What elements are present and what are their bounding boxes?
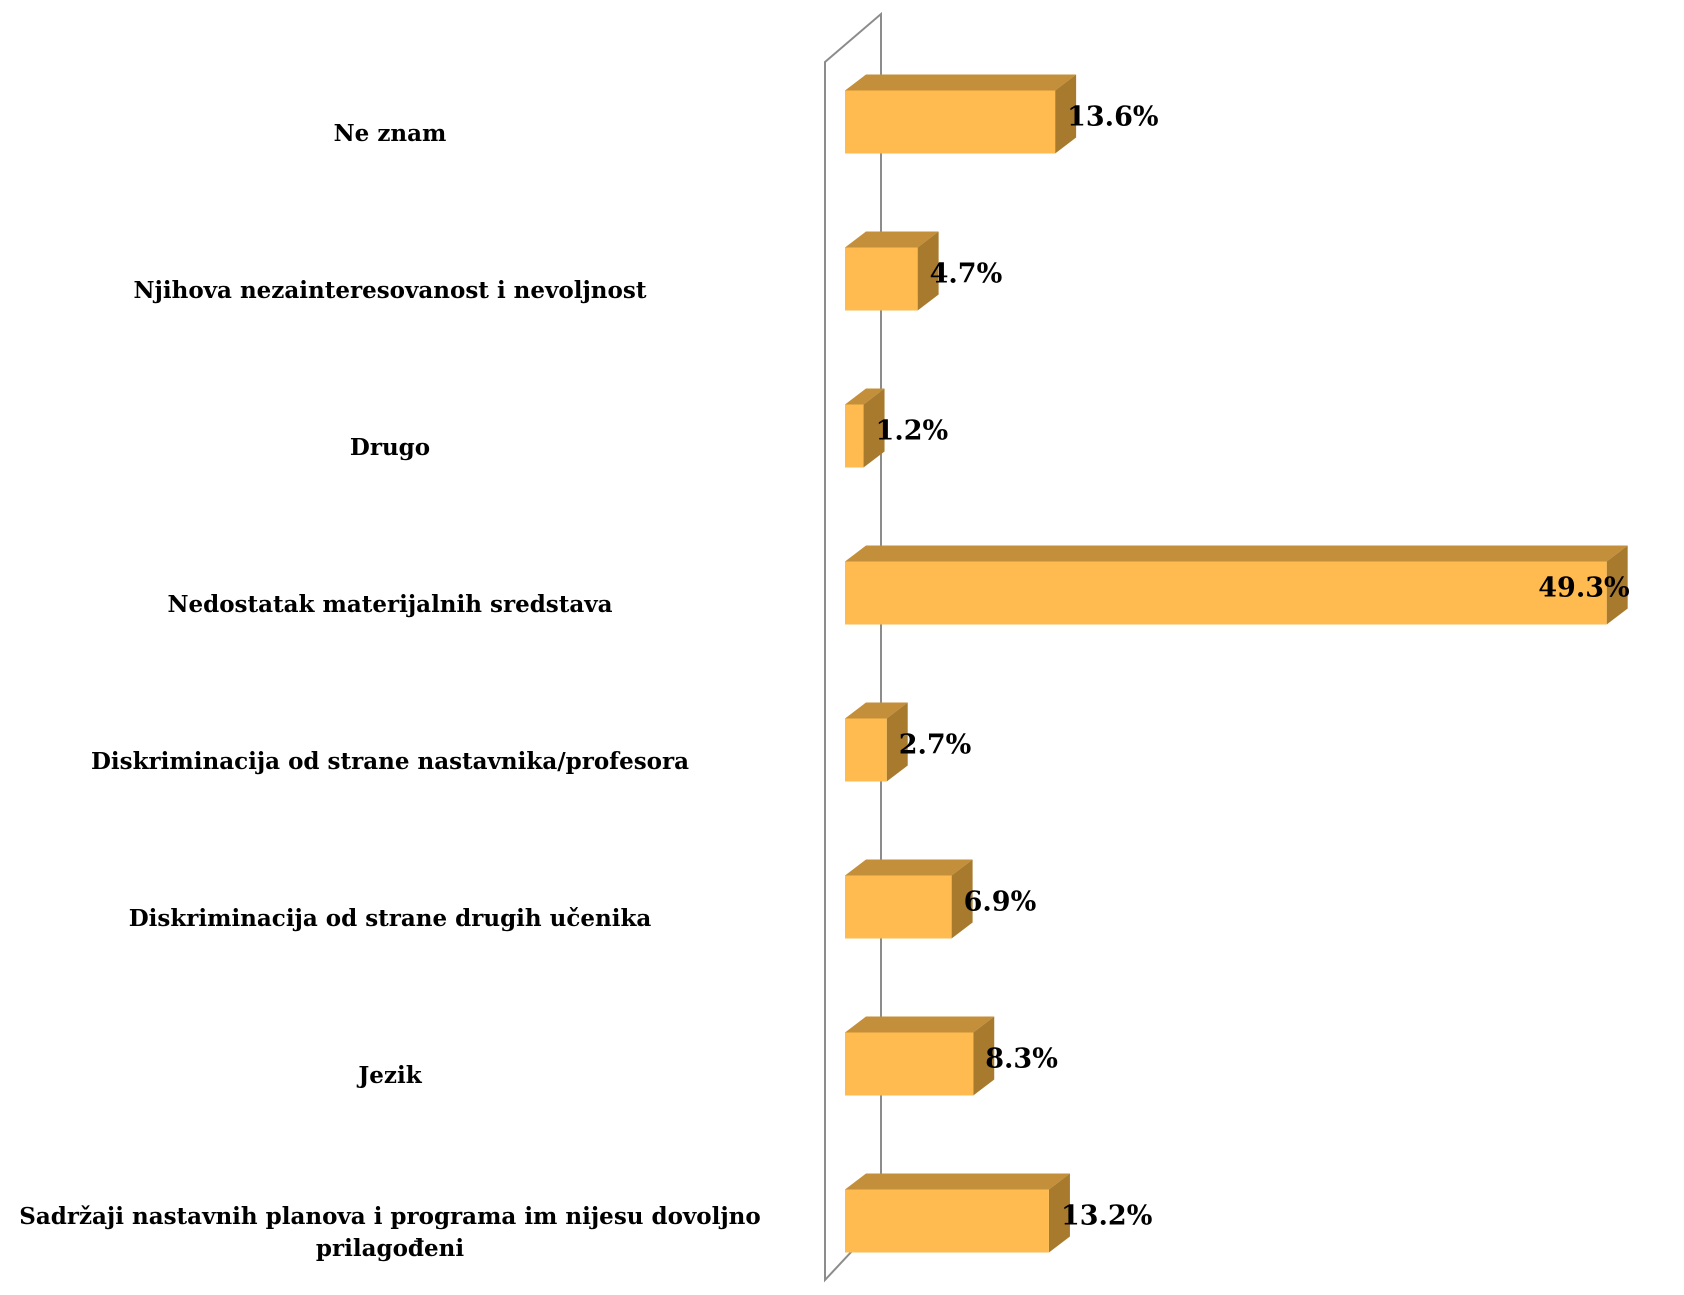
category-label: Jezik [358, 1062, 422, 1089]
bar [845, 74, 1077, 154]
category-label: Njihova nezainteresovanost i nevoljnost [133, 277, 647, 304]
bar [845, 702, 908, 782]
bar-top-face [845, 388, 885, 405]
bar-top-face [845, 1173, 1070, 1190]
bar-side-face [1048, 1173, 1070, 1253]
value-label: 8.3% [985, 1044, 1058, 1075]
value-labels: 13.6% 4.7% 1.2% 49.3% 2.7% 6.9% 8.3% 13.2% [876, 102, 1630, 1232]
bars [845, 74, 1628, 1253]
bar [845, 545, 1628, 625]
bar [845, 1173, 1070, 1253]
value-label: 13.6% [1067, 102, 1158, 133]
bar-top-face [845, 545, 1628, 562]
bar-top-face [845, 74, 1077, 91]
value-label: 4.7% [930, 259, 1003, 290]
bar [845, 1016, 995, 1096]
bar-side-face [1055, 74, 1077, 154]
bar-top-face [845, 231, 939, 248]
category-label: Diskriminacija od strane drugih učenika [128, 905, 652, 932]
value-label: 6.9% [964, 887, 1037, 918]
bar-top-face [845, 859, 973, 876]
value-label: 49.3% [1538, 573, 1629, 604]
bar-top-face [845, 1016, 995, 1033]
category-label: Sadržaji nastavnih planova i programa im… [19, 1203, 761, 1262]
value-label: 13.2% [1061, 1201, 1152, 1232]
bar-side-face [886, 702, 908, 782]
value-label: 1.2% [876, 416, 949, 447]
bar-front-face [845, 404, 864, 468]
category-label: Nedostatak materijalnih sredstava [167, 591, 613, 618]
bar-top-face [845, 702, 908, 719]
bar [845, 859, 973, 939]
category-label: Diskriminacija od strane nastavnika/prof… [90, 748, 690, 775]
bar-side-face [1606, 545, 1628, 625]
bar-side-face [917, 231, 939, 311]
bar-front-face [845, 247, 918, 311]
category-label: Drugo [349, 434, 431, 461]
bar-front-face [845, 875, 952, 939]
bar-front-face [845, 561, 1607, 625]
bar-front-face [845, 1032, 974, 1096]
bar-front-face [845, 1189, 1049, 1253]
value-label: 2.7% [899, 730, 972, 761]
bar-side-face [973, 1016, 995, 1096]
bar-front-face [845, 90, 1056, 154]
bar-side-face [863, 388, 885, 468]
bar [845, 388, 885, 468]
bar-side-face [951, 859, 973, 939]
bar [845, 231, 939, 311]
category-label: Ne znam [333, 120, 447, 147]
bar-front-face [845, 718, 887, 782]
